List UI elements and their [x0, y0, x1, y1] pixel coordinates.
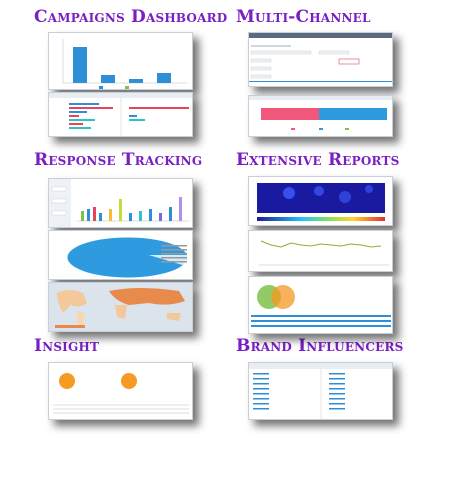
campaigns-bar-chart-thumbnail[interactable]: [48, 32, 193, 90]
insight-thumbnail[interactable]: [48, 362, 193, 420]
campaigns-bar-chart-graphic: [49, 33, 192, 89]
campaigns-dashboard-heading: Campaigns Dashboard: [34, 7, 228, 27]
insight-graphic: [49, 363, 192, 419]
reports-line-chart-thumbnail[interactable]: [248, 230, 393, 272]
response-world-map-graphic: [49, 283, 192, 331]
brand-influencers-thumbnail[interactable]: [248, 362, 393, 420]
multichannel-form-thumbnail[interactable]: [248, 32, 393, 87]
response-pie-chart-thumbnail[interactable]: [48, 230, 193, 280]
multi-channel-heading: Multi-Channel: [236, 7, 371, 27]
campaigns-horizontal-bars-graphic: [49, 93, 192, 136]
brand-influencers-heading: Brand Influencers: [236, 336, 404, 356]
multichannel-stacked-bar-graphic: [249, 96, 392, 136]
multichannel-form-graphic: [249, 33, 392, 86]
campaigns-horizontal-bars-thumbnail[interactable]: [48, 92, 193, 137]
response-world-map-thumbnail[interactable]: [48, 282, 193, 332]
brand-influencers-graphic: [249, 363, 392, 419]
reports-venn-thumbnail[interactable]: [248, 276, 393, 334]
insight-heading: Insight: [34, 336, 100, 356]
extensive-reports-heading: Extensive Reports: [236, 150, 400, 170]
reports-venn-graphic: [249, 277, 392, 333]
response-bar-chart-thumbnail[interactable]: [48, 178, 193, 228]
response-pie-chart-graphic: [49, 231, 192, 279]
multichannel-stacked-bar-thumbnail[interactable]: [248, 95, 393, 137]
reports-line-chart-graphic: [249, 231, 392, 271]
response-tracking-heading: Response Tracking: [34, 150, 203, 170]
response-bar-chart-graphic: [49, 179, 192, 227]
reports-heat-map-thumbnail[interactable]: [248, 176, 393, 226]
reports-heat-map-graphic: [249, 177, 392, 225]
